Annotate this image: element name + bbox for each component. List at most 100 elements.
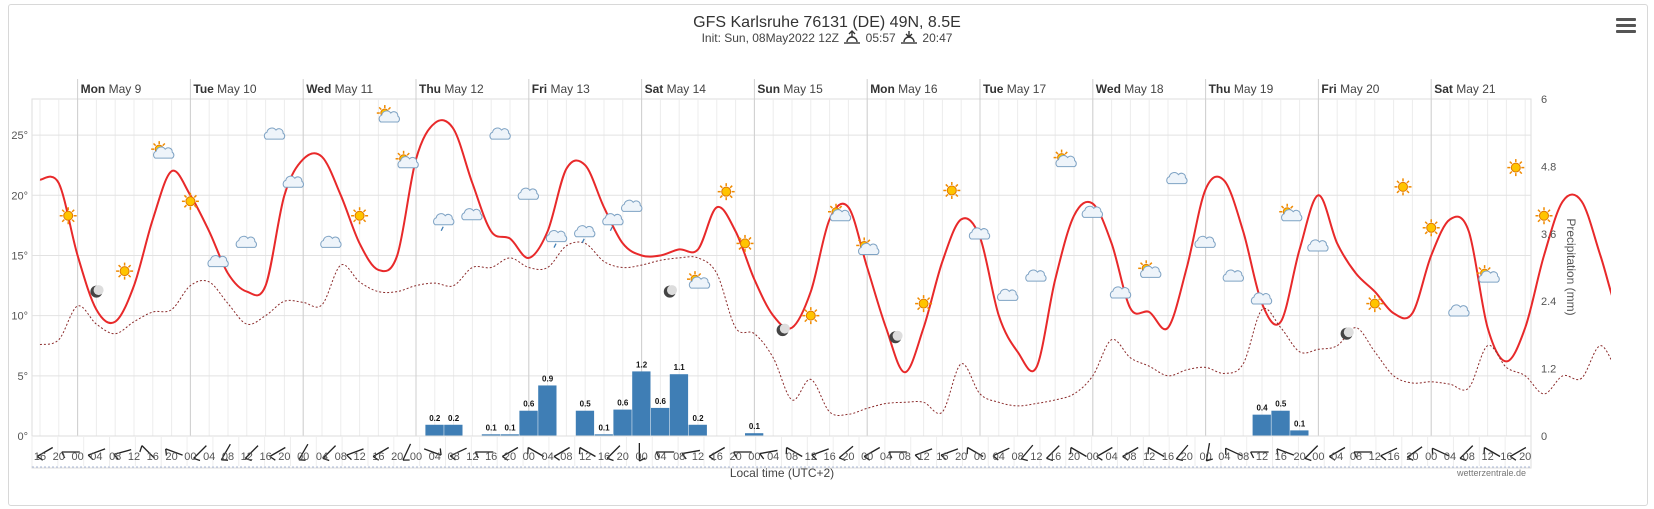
precip-bar [519,410,538,436]
day-label: Sat May 21 [1434,82,1496,96]
wind-feather [193,457,201,462]
day-label: Wed May 11 [306,82,373,96]
grid [31,79,1532,437]
sun-ray [118,274,122,278]
hour-tick: 20 [504,451,516,463]
wind-feather [113,453,119,460]
wind-feather [527,447,529,455]
sun-disc [185,196,196,207]
cloud-shape [263,127,286,140]
cloud-icon [207,255,229,268]
wind-feather [1407,456,1414,461]
hour-tick: 00 [71,451,83,463]
sun-ray [1478,266,1482,271]
day-label-date: May 18 [1121,82,1164,96]
day-label-date: May 15 [780,82,823,96]
cloud-shape [1140,265,1162,278]
hour-tick: 16 [598,451,610,463]
hour-tick: 00 [635,451,647,463]
moon-light [1343,327,1354,338]
sun-ray [804,319,808,323]
day-label-date: May 9 [105,82,141,96]
sun-ray [1396,180,1400,184]
sun-ray [688,272,692,277]
hour-tick: 16 [823,451,835,463]
precip-label: 0.6 [523,400,535,409]
sun-ray [1290,205,1294,209]
wind-feather [966,447,969,455]
precip-bar [613,409,632,436]
precip-labels: 0.2 0.2 0.1 0.1 0.6 0.9 0.5 0.1 0.6 1.2 0.6 1.1 0.2 0… [429,360,1305,432]
sun-ray [162,142,166,147]
sun-ray [955,193,959,198]
wind-feather [1353,451,1358,459]
cloud-shape [621,199,643,212]
y-right-tick: 6 [1541,94,1547,106]
y-right-tick: 4.8 [1541,161,1556,173]
wind-shaft [1148,446,1165,458]
cloud-shape [574,225,596,238]
cloud-icon [235,235,257,248]
partly-cloudy-icon [856,237,880,255]
sun-ray [153,142,157,147]
hour-tick: 20 [53,451,65,463]
wind-barb [1250,451,1269,459]
partly-cloudy-icon [828,203,852,222]
cloud-shape [320,235,342,248]
menu-icon[interactable] [1616,18,1636,34]
wind-barb [966,446,984,458]
moon-icon [90,285,104,298]
cloud-shape [235,235,257,248]
wind-shaft [1205,443,1211,461]
precip-bar [538,385,557,436]
wind-barb [811,448,829,461]
wind-shaft [1225,447,1243,457]
y-left-tick: 5° [17,371,28,383]
wind-barb [402,443,412,461]
sun-ray [193,204,197,208]
wind-shaft [914,448,933,456]
hour-tick: 04 [767,451,779,463]
sun-icon [59,207,77,225]
sun-icon [351,207,369,225]
wind-feather [785,447,788,455]
day-label-dow: Wed [306,82,331,96]
day-label-dow: Mon [870,82,895,96]
sun-ray [804,309,808,313]
wind-shaft [992,447,1010,457]
wind-barb [1020,444,1034,462]
day-label-date: May 14 [663,82,706,96]
sun-ray [183,204,188,208]
hour-tick: 12 [1030,451,1042,463]
day-label-dow: Wed [1096,82,1121,96]
wind-barb [1096,446,1113,461]
sun-icon [1422,219,1440,237]
rain-icon [545,230,568,248]
precip-bar [745,433,764,436]
y-right-tick: 3.6 [1541,229,1556,241]
sun-disc [1369,298,1380,309]
precip-label: 0.1 [504,423,516,432]
wind-barb [346,448,364,461]
hour-tick: 20 [1293,451,1305,463]
wind-shaft [1122,446,1139,458]
precip-label: 1.1 [674,363,686,372]
sun-disc [1510,162,1521,173]
partly-cloudy-icon [1476,265,1500,283]
day-label-date: May 13 [547,82,590,96]
sun-ray [387,106,391,111]
wind-feather [1069,447,1072,455]
day-label: Fri May 13 [532,82,590,96]
wind-feather [639,457,646,462]
sun-ray [1424,231,1428,235]
cloud-shape [489,127,511,140]
cloud-shape [207,255,229,268]
hour-tick: 00 [1312,451,1324,463]
series-lines [39,119,1611,416]
day-label: Fri May 20 [1321,82,1379,96]
sun-ray [127,274,132,278]
sun-ray [719,185,723,189]
cloud-shape [829,209,852,222]
precip-bar [1252,414,1271,436]
wind-shaft [87,448,106,456]
